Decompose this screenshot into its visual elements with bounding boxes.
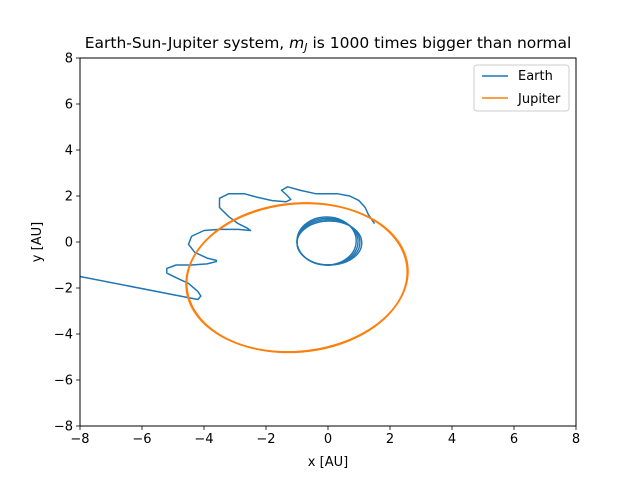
legend: Earth Jupiter — [473, 64, 570, 112]
earth-inner-orbit-loop — [296, 220, 363, 266]
x-tick-label: 0 — [324, 432, 332, 447]
chart-title-math-m: m — [289, 34, 304, 52]
x-tick-label: 8 — [572, 432, 580, 447]
y-axis-label: y [AU] — [30, 222, 45, 262]
x-axis-ticks: −8 −6 −4 −2 0 2 4 6 8 — [70, 426, 580, 447]
legend-jupiter-label: Jupiter — [517, 92, 561, 107]
y-tick-label: −6 — [54, 374, 73, 389]
y-tick-label: 8 — [65, 52, 73, 67]
earth-trajectory — [79, 186, 376, 301]
legend-earth-label: Earth — [518, 69, 553, 84]
y-axis-ticks: −8 −6 −4 −2 0 2 4 6 8 — [54, 52, 80, 435]
y-tick-label: 0 — [65, 236, 73, 251]
x-tick-label: −6 — [132, 432, 151, 447]
y-tick-label: −8 — [54, 420, 73, 435]
jupiter-orbit — [185, 202, 409, 353]
x-tick-label: 2 — [386, 432, 394, 447]
chart-title-math-sub: J — [302, 41, 307, 54]
y-tick-label: 2 — [65, 190, 73, 205]
y-tick-label: 4 — [65, 144, 73, 159]
chart-title-pre: Earth-Sun-Jupiter system, — [85, 34, 289, 52]
y-tick-label: 6 — [65, 98, 73, 113]
y-tick-label: −2 — [54, 282, 73, 297]
y-tick-label: −4 — [54, 328, 73, 343]
chart-title-post: is 1000 times bigger than normal — [308, 34, 572, 52]
x-tick-label: −8 — [70, 432, 89, 447]
x-axis-label: x [AU] — [308, 455, 348, 470]
x-tick-label: −4 — [194, 432, 213, 447]
chart-title: Earth-Sun-Jupiter system, mJ is 1000 tim… — [85, 34, 572, 54]
x-tick-label: −2 — [256, 432, 275, 447]
plot-lines — [79, 186, 409, 354]
x-tick-label: 6 — [510, 432, 518, 447]
x-tick-label: 4 — [448, 432, 456, 447]
